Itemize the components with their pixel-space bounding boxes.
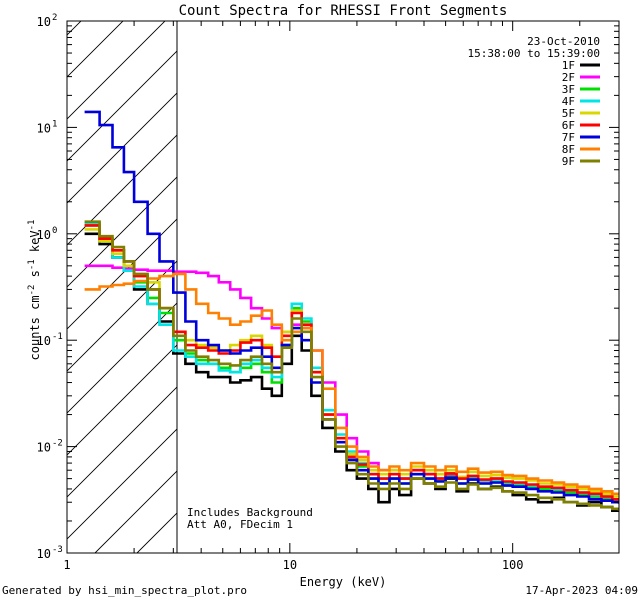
y-tick-label-exponent: -2 [52, 439, 63, 449]
series-line-2F [84, 264, 619, 504]
x-axis-ticks [66, 21, 620, 553]
y-tick-label: 10 [37, 334, 51, 348]
series-line-8F [84, 272, 619, 496]
hatch-line [67, 50, 177, 162]
y-axis-label: counts cm-2 s-1 keV-1 [27, 220, 42, 361]
y-tick-label-exponent: -3 [52, 545, 63, 555]
chart-title: Count Spectra for RHESSI Front Segments [179, 3, 508, 19]
y-tick-label-exponent: 2 [52, 13, 57, 23]
y-tick-label-base: 10 [37, 121, 51, 135]
legend-label: 6F [562, 119, 575, 132]
legend-label: 2F [562, 71, 575, 84]
y-tick-label: 10 [37, 441, 51, 455]
y-axis-label-exponent-3: -1 [27, 220, 37, 231]
y-axis-label-exponent-2: -1 [27, 259, 37, 270]
y-tick-label: 10 [37, 15, 51, 29]
hatched-background-region [67, 21, 177, 553]
y-tick-label-base: 10 [37, 228, 51, 242]
annotation-background: Includes Background [187, 506, 313, 519]
time-range-label: 15:38:00 to 15:39:00 [468, 47, 600, 60]
y-axis-label-mid: s [28, 270, 42, 284]
x-tick-label: 1 [63, 558, 70, 572]
y-tick-label: 10 [37, 547, 51, 561]
legend-label: 3F [562, 83, 575, 96]
y-tick-label-exponent: 1 [52, 119, 57, 129]
hatch-line [67, 428, 177, 540]
footer-timestamp: 17-Apr-2023 04:09 [525, 584, 638, 597]
plot-frame [66, 20, 620, 554]
y-axis-label-main: counts cm [28, 295, 42, 360]
footer-generated-by: Generated by hsi_min_spectra_plot.pro [2, 584, 247, 597]
x-axis-label: Energy (keV) [300, 575, 387, 589]
y-tick-label-exponent: -1 [52, 332, 63, 342]
series-line-7F [84, 110, 619, 504]
hatch-line [67, 21, 166, 120]
series-lines [84, 110, 619, 512]
hatch-line [67, 21, 124, 78]
hatch-line [67, 21, 82, 36]
x-tick-label: 10 [283, 558, 297, 572]
y-tick-label: 10 [37, 121, 51, 135]
date-label: 23-Oct-2010 [527, 35, 600, 48]
series-line-9F [84, 220, 619, 511]
y-tick-label-exponent: 0 [52, 226, 57, 236]
legend-label: 7F [562, 131, 575, 144]
x-axis-tick-labels: 1 10 100 [63, 558, 523, 572]
y-axis-label-end: keV [28, 230, 42, 259]
hatch-line [67, 386, 177, 498]
legend-label: 4F [562, 95, 575, 108]
legend-label: 1F [562, 59, 575, 72]
hatch-line [67, 218, 177, 330]
y-tick-label-base: 10 [37, 441, 51, 455]
legend-label: 5F [562, 107, 575, 120]
hatch-line [67, 260, 177, 372]
y-tick-label-base: 10 [37, 334, 51, 348]
y-axis-label-exponent-1: -2 [27, 285, 37, 296]
legend-label: 8F [562, 143, 575, 156]
y-tick-label-base: 10 [37, 15, 51, 29]
y-axis-ticks [67, 20, 619, 554]
hatch-line [67, 176, 177, 288]
x-tick-label: 100 [502, 558, 524, 572]
y-tick-label: 10 [37, 228, 51, 242]
annotation-attenuator: Att A0, FDecim 1 [187, 518, 293, 531]
y-tick-label-base: 10 [37, 547, 51, 561]
legend-label: 9F [562, 155, 575, 168]
